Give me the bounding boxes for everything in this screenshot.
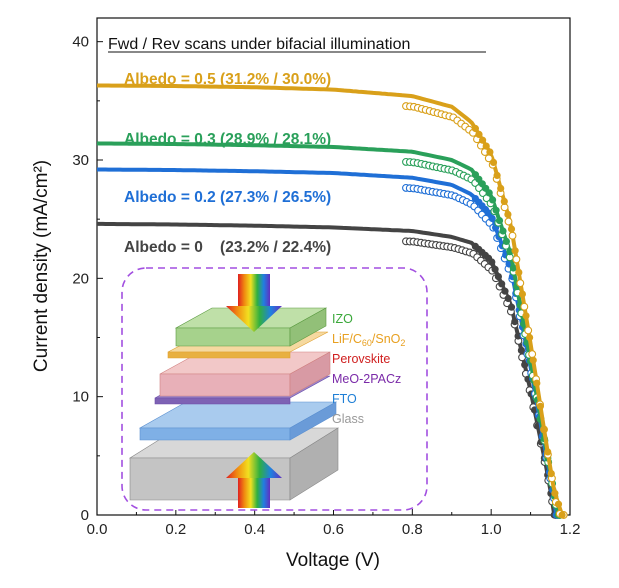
series-label-albedo-02: Albedo = 0.2 (27.3% / 26.5%) <box>124 189 331 206</box>
data-point <box>491 265 499 273</box>
c60-sub: 60 <box>362 338 372 348</box>
data-point <box>486 148 494 156</box>
data-point <box>488 214 496 223</box>
data-point <box>536 402 545 410</box>
data-point <box>512 255 521 264</box>
data-point <box>544 448 552 456</box>
data-point <box>475 130 483 138</box>
data-point <box>500 197 508 205</box>
data-point <box>516 279 525 288</box>
data-point <box>520 302 529 311</box>
layer-label-lif: LiF/C60/SnO2 <box>332 332 405 348</box>
x-tick-label: 0.0 <box>87 521 108 538</box>
top-light-arrow-icon <box>226 274 282 332</box>
y-tick-label: 40 <box>72 34 89 51</box>
c60-base: C <box>353 332 362 346</box>
data-point <box>524 326 533 335</box>
data-point <box>492 206 500 214</box>
data-point <box>485 189 493 197</box>
data-point <box>488 258 496 266</box>
data-point <box>488 196 497 204</box>
y-axis-title: Current density (mA/cm²) <box>31 160 52 372</box>
data-point <box>515 268 523 276</box>
layer-label-fto: FTO <box>332 392 357 406</box>
bottom-light-arrow-icon <box>226 452 282 508</box>
data-point <box>547 469 555 478</box>
layer-fto <box>138 401 338 441</box>
layer-label-izo: IZO <box>332 312 353 326</box>
data-point <box>495 217 504 225</box>
data-point <box>511 317 519 326</box>
y-tick-label: 20 <box>72 270 89 287</box>
y-tick-label: 30 <box>72 152 89 169</box>
data-point <box>533 379 541 387</box>
x-tick-label: 1.2 <box>560 521 581 538</box>
data-point <box>507 303 516 311</box>
data-point <box>501 287 509 295</box>
data-point <box>507 225 516 233</box>
x-tick-label: 0.2 <box>165 521 186 538</box>
series-label-albedo-0: Albedo = 0 (23.2% / 22.4%) <box>124 239 331 256</box>
data-point <box>482 142 490 150</box>
data-point <box>517 346 526 354</box>
data-point <box>502 237 510 245</box>
data-point <box>504 217 513 226</box>
series-label-albedo-03: Albedo = 0.3 (28.9% / 28.1%) <box>124 131 331 148</box>
data-point <box>521 361 529 369</box>
data-point <box>522 312 530 320</box>
series-label-albedo-05: Albedo = 0.5 (31.2% / 30.0%) <box>124 71 331 88</box>
lif-prefix: LiF/ <box>332 332 353 346</box>
data-point <box>554 500 563 508</box>
sno-text: /SnO <box>372 332 401 346</box>
data-point <box>504 210 512 218</box>
data-point <box>499 227 507 235</box>
x-tick-label: 0.4 <box>244 521 265 538</box>
data-point <box>509 264 517 272</box>
data-point <box>558 511 566 519</box>
layer-label-perovskite: Perovskite <box>332 352 390 366</box>
data-point <box>494 272 502 281</box>
x-axis-title: Voltage (V) <box>286 550 380 571</box>
x-tick-label: 1.0 <box>481 521 502 538</box>
data-point <box>504 294 512 303</box>
data-point <box>508 231 517 240</box>
y-tick-label: 0 <box>81 507 89 524</box>
data-point <box>489 158 498 166</box>
data-point <box>529 356 537 364</box>
axis-ticks: 0.0 0.2 0.4 0.6 0.8 1.0 1.2 0 10 20 30 40 <box>72 34 580 538</box>
data-point <box>551 489 559 497</box>
data-point <box>528 350 537 359</box>
data-point <box>497 184 505 192</box>
series-group <box>96 83 568 519</box>
layer-label-meo2pacz: MeO-2PACz <box>332 372 401 386</box>
data-point <box>511 247 519 255</box>
data-point <box>478 136 487 144</box>
chart-title: Fwd / Rev scans under bifacial illuminat… <box>108 36 410 53</box>
data-point <box>471 124 479 133</box>
layer-label-glass: Glass <box>332 412 364 426</box>
data-point <box>540 425 548 433</box>
data-point <box>518 290 527 298</box>
x-tick-label: 0.6 <box>323 521 344 538</box>
data-point <box>493 171 501 179</box>
data-point <box>525 333 534 342</box>
x-tick-label: 0.8 <box>402 521 423 538</box>
data-point <box>498 280 506 288</box>
sno2-sub: 2 <box>400 338 405 348</box>
y-tick-label: 10 <box>72 389 89 406</box>
device-stack-inset: IZO LiF/C60/SnO2 Perovskite MeO-2PACz FT… <box>121 267 428 511</box>
